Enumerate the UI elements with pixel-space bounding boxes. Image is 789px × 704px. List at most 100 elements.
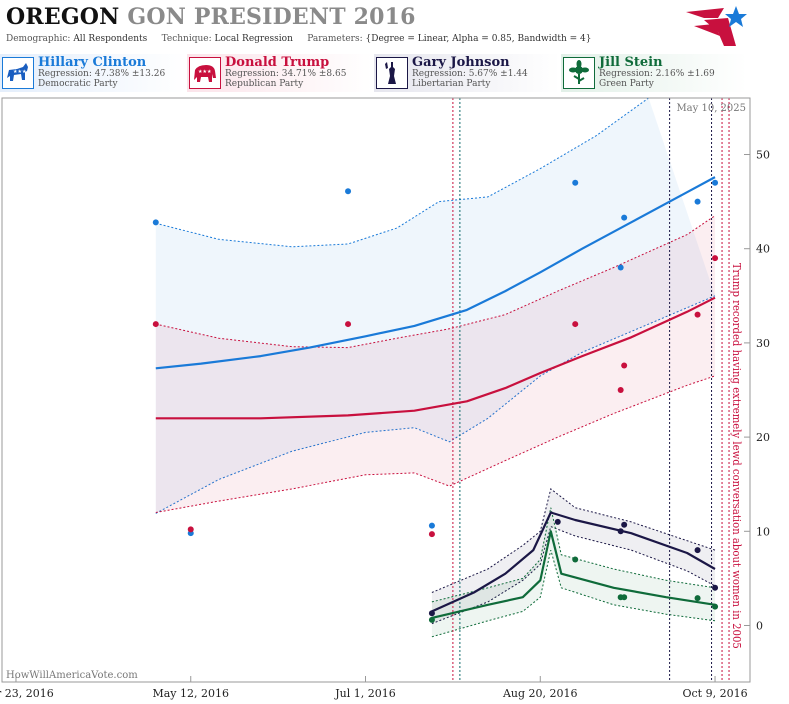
watermark: HowWillAmericaVote.com bbox=[6, 670, 138, 681]
parameters-label: Parameters: bbox=[307, 34, 363, 44]
poll-point-clinton bbox=[428, 522, 435, 529]
poll-point-stein bbox=[694, 595, 701, 602]
poll-point-stein bbox=[572, 556, 579, 563]
x-axis: Mar 23, 2016 May 12, 2016 Jul 1, 2016 Aug 2… bbox=[0, 676, 748, 700]
band-lower-clinton bbox=[155, 295, 716, 514]
candidate-regression: Regression: 34.71% ±8.65 bbox=[225, 69, 347, 79]
date-label: May 10, 2025 bbox=[676, 103, 746, 114]
poll-point-clinton bbox=[572, 179, 579, 186]
svg-text:★★★: ★★★ bbox=[13, 69, 27, 75]
candidate-legend: ★★★ Hillary Clinton Regression: 47.38% ±… bbox=[0, 54, 789, 94]
poll-point-trump bbox=[572, 321, 579, 328]
poll-point-trump bbox=[694, 311, 701, 318]
plot-border bbox=[1, 97, 751, 683]
donkey-icon: ★★★ bbox=[2, 57, 34, 89]
demographic-value: All Respondents bbox=[73, 34, 148, 44]
parameters-value: {Degree = Linear, Alpha = 0.85, Bandwidt… bbox=[365, 34, 592, 44]
y-tick-label: 40 bbox=[756, 243, 770, 256]
page-title: OREGON GON PRESIDENT 2016 bbox=[6, 4, 416, 30]
legend-stein: Jill Stein Regression: 2.16% ±1.69 Green… bbox=[561, 54, 747, 92]
y-tick-label: 20 bbox=[756, 431, 770, 444]
event-annotation: Trump recorded having extremely lewd con… bbox=[730, 263, 743, 649]
band-upper-trump bbox=[155, 215, 716, 349]
y-tick-label: 10 bbox=[756, 525, 770, 538]
candidate-name: Jill Stein bbox=[599, 55, 663, 70]
legend-trump: ★★★ Donald Trump Regression: 34.71% ±8.6… bbox=[187, 54, 373, 92]
title-state: OREGON bbox=[6, 4, 120, 30]
poll-point-clinton bbox=[712, 179, 719, 186]
poll-point-clinton bbox=[152, 219, 159, 226]
candidate-regression: Regression: 5.67% ±1.44 bbox=[412, 69, 528, 79]
fit-line-trump bbox=[155, 296, 716, 420]
y-tick-label: 50 bbox=[756, 149, 770, 162]
band-stein bbox=[431, 507, 716, 637]
fit-line-johnson bbox=[431, 511, 716, 613]
poll-point-clinton bbox=[617, 264, 624, 271]
confidence-bands bbox=[155, 98, 716, 638]
poll-point-stein bbox=[712, 603, 719, 610]
x-tick-label: Aug 20, 2016 bbox=[502, 687, 578, 700]
candidate-party: Republican Party bbox=[225, 79, 304, 89]
legend-clinton: ★★★ Hillary Clinton Regression: 47.38% ±… bbox=[0, 54, 186, 92]
poll-point-clinton bbox=[694, 198, 701, 205]
band-lower-johnson bbox=[431, 525, 716, 625]
demographic-label: Demographic: bbox=[6, 34, 71, 44]
poll-point-clinton bbox=[345, 188, 352, 195]
y-tick-label: 0 bbox=[756, 619, 763, 632]
poll-point-johnson bbox=[621, 521, 628, 528]
poll-points bbox=[152, 179, 719, 623]
band-trump bbox=[155, 215, 716, 513]
x-tick-label: Oct 9, 2016 bbox=[682, 687, 747, 700]
fit-line-clinton bbox=[155, 176, 716, 370]
band-lower-trump bbox=[155, 375, 716, 513]
candidate-name: Hillary Clinton bbox=[38, 55, 147, 70]
technique-label: Technique: bbox=[161, 34, 212, 44]
legend-johnson: Gary Johnson Regression: 5.67% ±1.44 Lib… bbox=[374, 54, 560, 92]
liberty-statue-icon bbox=[376, 57, 408, 89]
technique-value: Local Regression bbox=[214, 34, 293, 44]
x-tick-label: May 12, 2016 bbox=[152, 687, 229, 700]
poll-point-trump bbox=[621, 362, 628, 369]
poll-point-clinton bbox=[621, 214, 628, 221]
fit-line-stein bbox=[431, 530, 716, 619]
elephant-icon: ★★★ bbox=[189, 57, 221, 89]
poll-point-trump bbox=[428, 531, 435, 538]
poll-point-johnson bbox=[712, 584, 719, 591]
poll-point-stein bbox=[621, 594, 628, 601]
x-tick-label: Mar 23, 2016 bbox=[0, 687, 54, 700]
band-upper-johnson bbox=[431, 488, 716, 593]
y-tick-label: 30 bbox=[756, 337, 770, 350]
svg-text:★★★: ★★★ bbox=[198, 69, 212, 75]
candidate-party: Libertarian Party bbox=[412, 79, 491, 89]
y-axis: 0 10 20 30 40 50 bbox=[744, 149, 770, 632]
x-tick-label: Jul 1, 2016 bbox=[334, 687, 396, 700]
candidate-regression: Regression: 47.38% ±13.26 bbox=[38, 69, 166, 79]
poll-point-trump bbox=[345, 321, 352, 328]
band-clinton bbox=[155, 98, 716, 514]
event-lines bbox=[452, 98, 730, 682]
candidate-regression: Regression: 2.16% ±1.69 bbox=[599, 69, 715, 79]
poll-point-stein bbox=[428, 616, 435, 623]
title-rest: GON PRESIDENT 2016 bbox=[127, 4, 416, 30]
regression-lines bbox=[155, 176, 716, 619]
poll-point-trump bbox=[187, 526, 194, 533]
candidate-party: Democratic Party bbox=[38, 79, 118, 89]
band-johnson bbox=[431, 488, 716, 624]
band-upper-clinton bbox=[155, 98, 649, 248]
band-upper-stein bbox=[431, 507, 716, 603]
flower-icon bbox=[563, 57, 595, 89]
poll-point-trump bbox=[617, 387, 624, 393]
poll-point-trump bbox=[712, 255, 719, 262]
poll-point-trump bbox=[152, 321, 159, 328]
poll-point-johnson bbox=[694, 547, 701, 554]
parameters-line: Demographic: All Respondents Technique: … bbox=[6, 34, 591, 44]
candidate-name: Gary Johnson bbox=[412, 55, 510, 70]
band-lower-stein bbox=[431, 549, 716, 638]
poll-point-johnson bbox=[554, 518, 561, 525]
poll-point-johnson bbox=[428, 610, 435, 617]
poll-point-johnson bbox=[617, 528, 624, 535]
plot-frame bbox=[1, 97, 751, 683]
candidate-name: Donald Trump bbox=[225, 55, 330, 70]
site-logo-icon bbox=[686, 2, 754, 48]
